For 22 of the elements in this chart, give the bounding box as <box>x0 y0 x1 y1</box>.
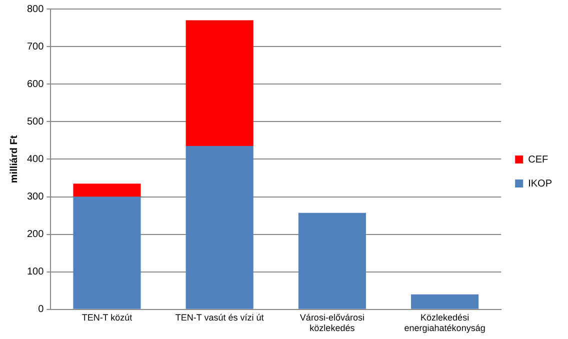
bar <box>73 184 141 197</box>
y-tick-label: 500 <box>26 116 44 128</box>
x-tick-label: Városi-elővárosi közlekedés <box>300 312 364 334</box>
x-tick-label: TEN-T vasút és vízi út <box>175 312 264 322</box>
x-tick-label: TEN-T közút <box>82 312 133 322</box>
y-tick-label: 400 <box>26 154 44 165</box>
bar <box>186 146 254 309</box>
y-axis-title: milliárd Ft <box>8 134 20 184</box>
bar <box>411 294 479 309</box>
y-tick-label: 200 <box>26 229 44 240</box>
x-tick-label: Közlekedési energiahatékonyság <box>404 312 486 334</box>
bar <box>186 20 254 146</box>
y-tick-label: 300 <box>26 192 44 202</box>
bar <box>73 196 141 309</box>
y-tick-label: 800 <box>26 4 44 15</box>
y-tick-label: 700 <box>26 41 44 52</box>
y-tick-label: 600 <box>26 78 44 90</box>
y-tick-label: 100 <box>26 266 44 278</box>
y-tick-label: 0 <box>38 304 44 316</box>
legend-label: CEF <box>528 154 548 166</box>
bar <box>298 212 366 309</box>
legend-label: IKOP <box>528 178 552 190</box>
